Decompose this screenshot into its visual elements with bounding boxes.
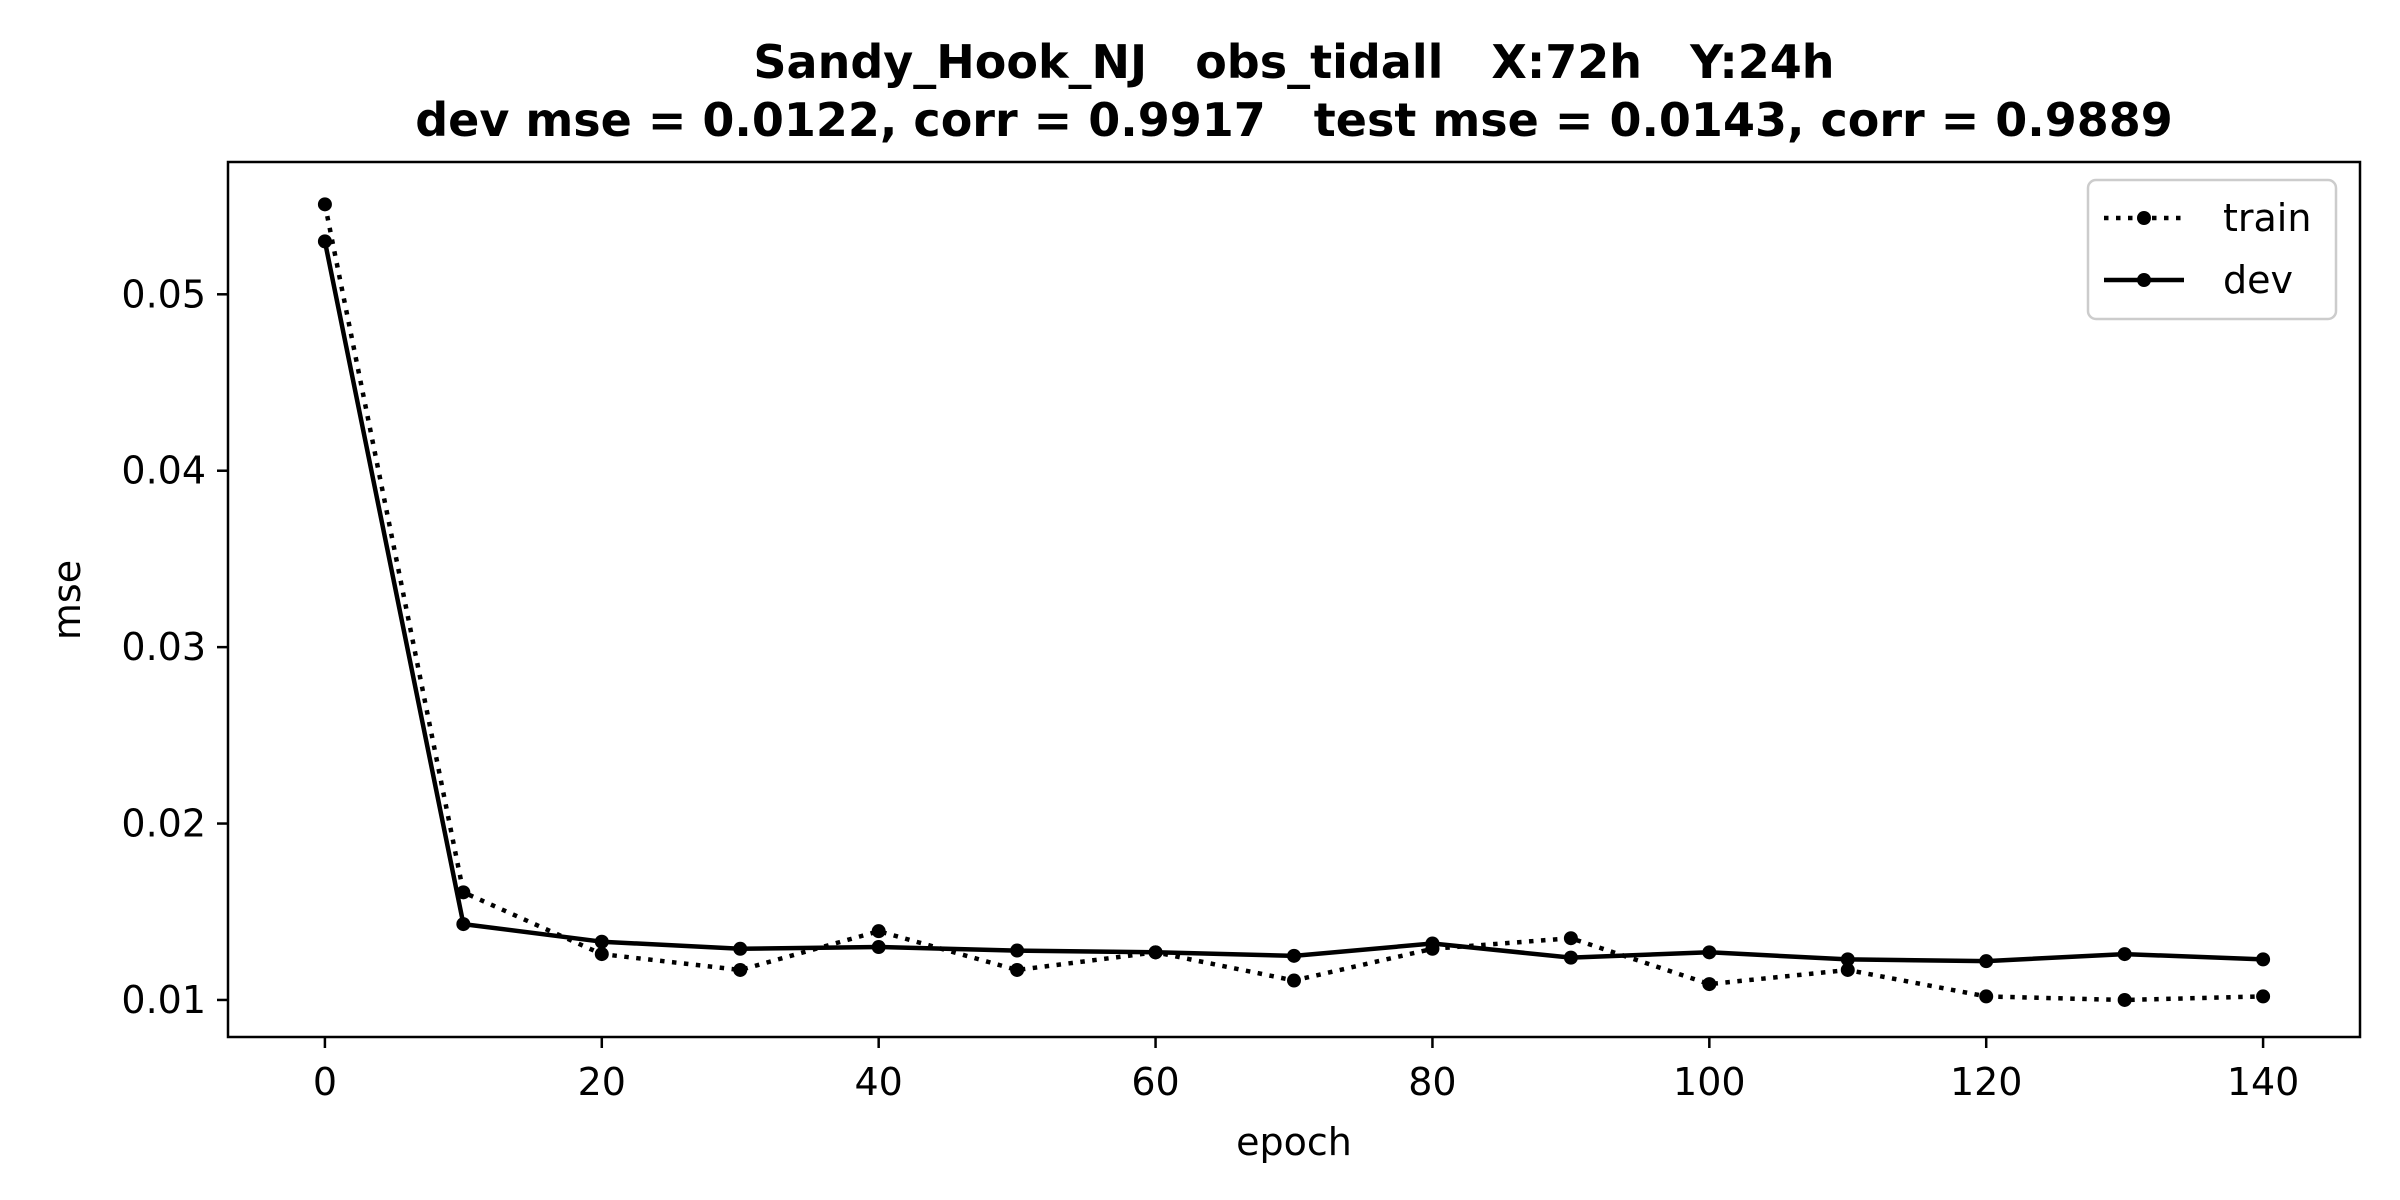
train-point — [1840, 962, 1855, 977]
x-tick-label: 120 — [1950, 1060, 2023, 1104]
dev-point — [1010, 943, 1025, 958]
chart-subtitle: dev mse = 0.0122, corr = 0.9917 test mse… — [415, 93, 2173, 147]
y-axis-label: mse — [45, 560, 89, 640]
train-point — [733, 962, 748, 977]
train-point — [317, 197, 332, 212]
legend-train-marker — [2137, 211, 2151, 225]
train-point — [871, 924, 886, 939]
legend: train dev — [2086, 178, 2338, 321]
train-point — [1702, 977, 1717, 992]
dev-point — [456, 917, 471, 932]
x-axis-label: epoch — [1236, 1120, 1352, 1164]
legend-dev-label: dev — [2223, 258, 2293, 302]
series-dev — [317, 234, 2271, 969]
chart-title: Sandy_Hook_NJ obs_tidall X:72h Y:24h — [753, 35, 1834, 89]
dev-point — [1840, 952, 1855, 967]
y-tick-label: 0.04 — [121, 449, 206, 493]
y-tick-label: 0.05 — [121, 272, 206, 316]
x-tick-label: 140 — [2227, 1060, 2300, 1104]
x-tick-label: 80 — [1408, 1060, 1456, 1104]
legend-dev-marker — [2137, 273, 2151, 287]
dev-point — [1287, 948, 1301, 963]
y-tick-label: 0.01 — [121, 978, 206, 1022]
dev-point — [1979, 954, 1994, 969]
dev-point — [2117, 947, 2132, 962]
train-point — [2117, 992, 2132, 1007]
legend-train-label: train — [2223, 196, 2311, 240]
x-tick-label: 100 — [1673, 1060, 1746, 1104]
dev-point — [871, 940, 886, 955]
dev-point — [594, 934, 609, 949]
plot-frame — [226, 160, 2362, 1039]
train-point — [1563, 931, 1578, 946]
train-point — [2256, 989, 2271, 1004]
x-tick-label: 0 — [313, 1060, 337, 1104]
dev-point — [2256, 952, 2271, 967]
dev-point — [1702, 945, 1717, 960]
y-tick-label: 0.03 — [121, 625, 206, 669]
dev-point — [317, 234, 332, 249]
dev-point — [733, 941, 748, 956]
dev-point — [1425, 936, 1440, 951]
x-tick-label: 60 — [1131, 1060, 1179, 1104]
dev-point — [1563, 950, 1578, 965]
train-point — [1979, 989, 1994, 1004]
x-tick-label: 20 — [578, 1060, 626, 1104]
axis-ticks: 0 20 40 60 80 100 120 140 0.01 0.02 0.03 0.04 0.05 — [121, 272, 2299, 1104]
train-point — [1010, 962, 1025, 977]
train-point — [594, 947, 609, 962]
train-point — [1287, 973, 1301, 988]
x-tick-label: 40 — [854, 1060, 902, 1104]
plot-area — [317, 197, 2271, 1007]
dev-point — [1148, 945, 1163, 960]
y-tick-label: 0.02 — [121, 802, 206, 846]
